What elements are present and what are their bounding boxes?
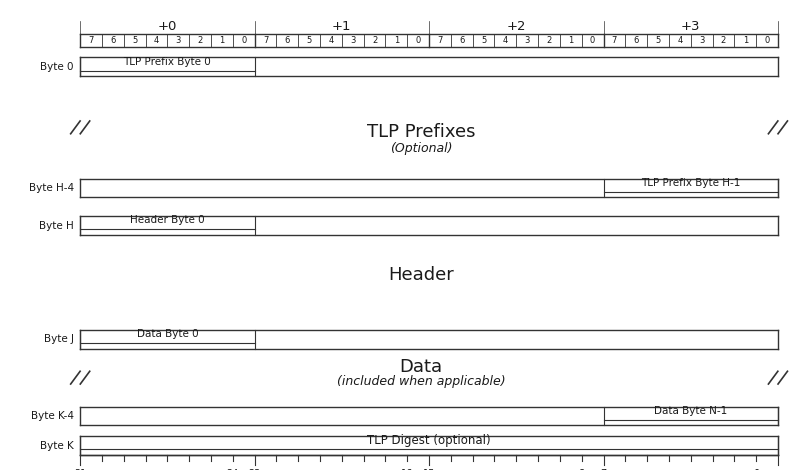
Text: 7: 7 [612, 36, 617, 45]
Text: +3: +3 [681, 20, 700, 33]
Text: Header Byte 0: Header Byte 0 [130, 215, 205, 226]
Text: 1: 1 [743, 36, 747, 45]
Text: 3: 3 [525, 36, 530, 45]
Text: 0: 0 [241, 36, 246, 45]
Text: 4: 4 [677, 36, 683, 45]
Text: TLP Digest (optional): TLP Digest (optional) [367, 434, 491, 447]
Text: Header: Header [388, 266, 454, 284]
Text: 16: 16 [401, 469, 413, 470]
Text: 7: 7 [601, 469, 606, 470]
Text: +2: +2 [507, 20, 526, 33]
Text: Byte 0: Byte 0 [40, 62, 74, 72]
Text: 3: 3 [176, 36, 181, 45]
Text: 3: 3 [350, 36, 355, 45]
Text: 1: 1 [568, 36, 573, 45]
Text: 6: 6 [459, 36, 464, 45]
Text: Byte J: Byte J [44, 334, 74, 345]
Text: 1: 1 [219, 36, 225, 45]
Text: +1: +1 [332, 20, 351, 33]
Text: 2: 2 [546, 36, 552, 45]
Text: 0: 0 [415, 36, 421, 45]
Text: 6: 6 [110, 36, 115, 45]
Text: 5: 5 [306, 36, 312, 45]
Text: +0: +0 [158, 20, 177, 33]
Text: 31: 31 [74, 469, 87, 470]
Text: 0: 0 [753, 469, 759, 470]
Text: 0: 0 [590, 36, 595, 45]
Text: Data Byte 0: Data Byte 0 [136, 329, 198, 339]
Text: 15: 15 [423, 469, 435, 470]
Text: 5: 5 [655, 36, 661, 45]
Text: 6: 6 [634, 36, 639, 45]
Text: 4: 4 [503, 36, 508, 45]
Text: 2: 2 [372, 36, 377, 45]
Text: 7: 7 [88, 36, 94, 45]
Text: 1: 1 [394, 36, 399, 45]
Text: TLP Prefix Byte H-1: TLP Prefix Byte H-1 [641, 178, 740, 188]
Text: (Optional): (Optional) [390, 141, 452, 155]
Text: 5: 5 [132, 36, 137, 45]
Text: 0: 0 [764, 36, 770, 45]
Text: 7: 7 [263, 36, 268, 45]
Text: 2: 2 [721, 36, 726, 45]
Text: 4: 4 [154, 36, 159, 45]
Text: Byte H-4: Byte H-4 [29, 183, 74, 193]
Text: Byte K-4: Byte K-4 [30, 411, 74, 421]
Text: 2: 2 [197, 36, 203, 45]
Text: 8: 8 [578, 469, 585, 470]
Text: 6: 6 [285, 36, 290, 45]
Text: 4: 4 [328, 36, 334, 45]
Text: Byte H: Byte H [39, 220, 74, 231]
Text: Byte K: Byte K [40, 440, 74, 451]
Text: Data: Data [399, 358, 443, 376]
Text: 23: 23 [249, 469, 261, 470]
Text: 5: 5 [481, 36, 486, 45]
Text: TLP Prefix Byte 0: TLP Prefix Byte 0 [124, 56, 211, 67]
Text: 24: 24 [227, 469, 239, 470]
Text: Data Byte N-1: Data Byte N-1 [654, 406, 727, 416]
Text: 3: 3 [699, 36, 704, 45]
Text: TLP Prefixes: TLP Prefixes [367, 123, 476, 141]
Text: (included when applicable): (included when applicable) [337, 375, 505, 388]
Text: 7: 7 [437, 36, 443, 45]
